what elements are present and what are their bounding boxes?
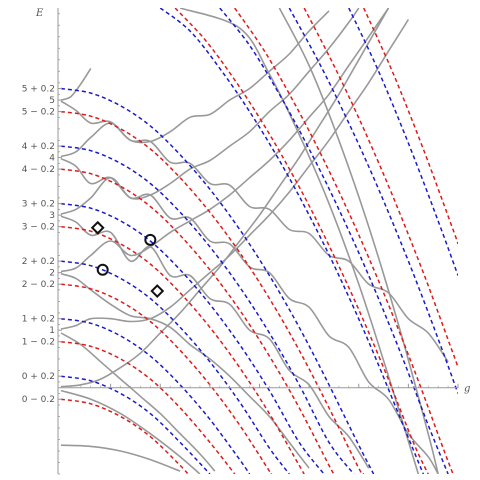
lower-approx-curve	[174, 8, 429, 474]
exact-level-curve	[60, 389, 201, 474]
exact-level-curve	[60, 8, 390, 273]
lower-approx-curve	[234, 8, 454, 474]
y-axis-label: E	[35, 8, 44, 19]
exact-level-curve	[60, 215, 370, 469]
exact-level-curve	[60, 100, 449, 363]
y-tick-label: 3 − 0.2	[22, 223, 55, 233]
upper-approx-curve	[60, 87, 375, 474]
y-tick-label: 1 + 0.2	[22, 315, 55, 325]
upper-approx-curve	[348, 8, 458, 276]
exact-level-curve	[60, 273, 310, 469]
y-tick-label: 4	[49, 154, 55, 164]
y-tick-label: 5 + 0.2	[22, 85, 55, 95]
lower-approx-curve	[363, 8, 458, 245]
upper-approx-curve	[159, 8, 424, 474]
upper-approx-curve	[60, 317, 251, 474]
y-tick-label: 4 − 0.2	[22, 165, 55, 175]
y-tick-label: 0 + 0.2	[22, 372, 55, 382]
y-tick-label: 0 − 0.2	[22, 395, 55, 405]
exact-level-curve	[60, 8, 360, 215]
y-tick-label: 2	[49, 269, 55, 279]
upper-approx-curve	[60, 145, 355, 474]
lower-approx-curve	[60, 225, 305, 474]
ticks-layer: 5 + 0.25 5 − 0.2 4 + 0.2 44 − 0.2 3 + 0.23 3 …	[22, 13, 459, 475]
x-axis-label: g	[464, 384, 470, 395]
circle-marker	[96, 263, 109, 276]
exact-level-curve	[60, 444, 181, 472]
y-tick-label: 1 − 0.2	[22, 338, 55, 348]
exact-level-curve	[179, 8, 420, 474]
axes-layer: E g	[35, 8, 470, 474]
circle-marker	[144, 233, 157, 246]
exact-level-curve	[60, 19, 410, 330]
lower-approx-curve	[60, 168, 335, 474]
marker-layer	[90, 220, 165, 298]
y-tick-label: 2 + 0.2	[22, 257, 55, 267]
y-tick-label: 3	[49, 211, 55, 221]
lower-approx-curve	[60, 340, 236, 474]
lower-approx-curve	[60, 110, 365, 474]
lower-approx-curve	[303, 8, 458, 368]
exact-level-curve	[278, 8, 439, 474]
exact-level-curve	[60, 332, 216, 472]
exact-level-curve	[60, 67, 92, 101]
exact-level-curve	[60, 8, 390, 388]
y-tick-label: 5	[49, 96, 55, 106]
y-tick-label: 2 − 0.2	[22, 280, 55, 290]
y-tick-label: 5 − 0.2	[22, 108, 55, 118]
upper-approx-curve	[60, 260, 290, 474]
y-tick-label: 4 + 0.2	[22, 142, 55, 152]
y-tick-label: 1	[49, 326, 55, 336]
lower-approx-curve	[60, 398, 189, 474]
diamond-marker	[150, 284, 165, 298]
upper-approx-curve	[219, 8, 449, 474]
exact-level-curve	[60, 10, 330, 158]
y-tick-label: 3 + 0.2	[22, 200, 55, 210]
upper-approx-curve	[60, 375, 211, 474]
diamond-marker	[90, 220, 105, 235]
upper-approx-curve	[60, 202, 325, 474]
series-layer	[60, 8, 458, 474]
